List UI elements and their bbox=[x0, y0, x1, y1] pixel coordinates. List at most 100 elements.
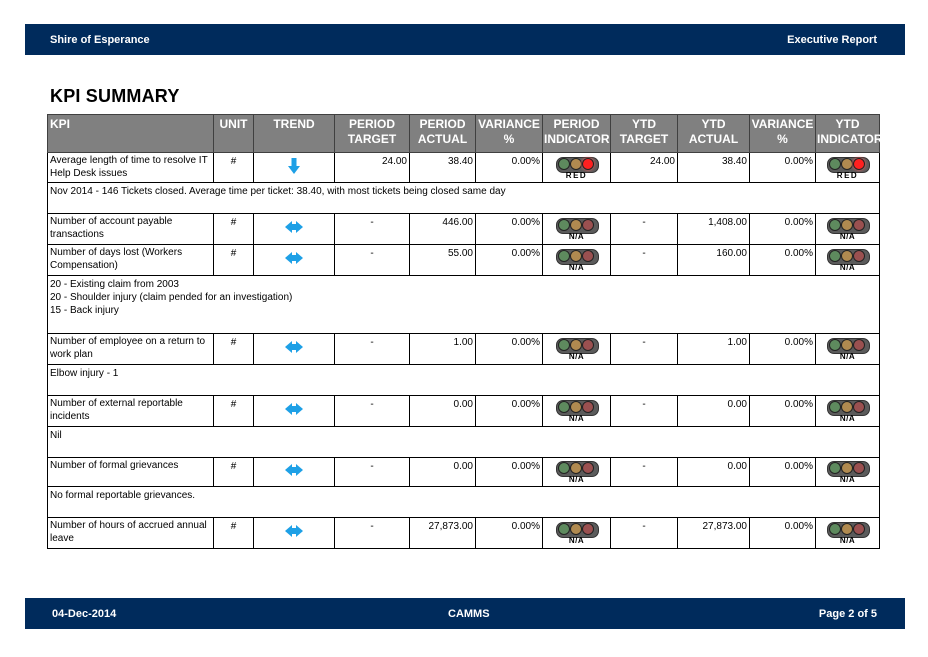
period-actual: 27,873.00 bbox=[409, 517, 476, 549]
col-header-kpi: KPI bbox=[47, 114, 214, 153]
indicator-status: RED bbox=[836, 170, 859, 180]
col-header-ytd-target: YTD TARGET bbox=[610, 114, 678, 153]
indicator-status: N/A bbox=[839, 232, 856, 241]
period-variance: 0.00% bbox=[475, 395, 543, 427]
kpi-name: Number of formal grievances bbox=[47, 457, 214, 487]
col-header-ytd-variance: VARIANCE % bbox=[749, 114, 816, 153]
indicator-status: N/A bbox=[568, 352, 585, 361]
col-header-ytd-indicator: YTD INDICATOR bbox=[815, 114, 883, 153]
traffic-light-indicator: N/A bbox=[555, 521, 599, 545]
ytd-indicator: RED bbox=[815, 152, 880, 183]
trend-cell bbox=[253, 457, 335, 487]
period-indicator: N/A bbox=[542, 333, 611, 365]
col-header-ytd-actual: YTD ACTUAL bbox=[677, 114, 750, 153]
traffic-light-indicator: N/A bbox=[826, 521, 870, 545]
kpi-name: Number of external reportable incidents bbox=[47, 395, 214, 427]
period-variance: 0.00% bbox=[475, 333, 543, 365]
arrow-left-right-icon bbox=[285, 221, 303, 237]
ytd-target: - bbox=[610, 457, 678, 487]
trend-cell bbox=[253, 333, 335, 365]
trend-cell bbox=[253, 517, 335, 549]
period-variance: 0.00% bbox=[475, 213, 543, 245]
traffic-light-indicator: N/A bbox=[555, 248, 599, 272]
traffic-light-indicator: N/A bbox=[826, 248, 870, 272]
traffic-light-indicator: N/A bbox=[555, 460, 599, 484]
kpi-unit: # bbox=[213, 395, 254, 427]
traffic-light-indicator: N/A bbox=[555, 217, 599, 241]
kpi-comment-row: No formal reportable grievances. bbox=[47, 486, 880, 518]
indicator-status: RED bbox=[565, 170, 588, 180]
period-variance: 0.00% bbox=[475, 517, 543, 549]
kpi-name: Number of days lost (Workers Compensatio… bbox=[47, 244, 214, 276]
period-indicator: N/A bbox=[542, 244, 611, 276]
period-actual: 446.00 bbox=[409, 213, 476, 245]
period-variance: 0.00% bbox=[475, 457, 543, 487]
period-actual: 1.00 bbox=[409, 333, 476, 365]
traffic-light-indicator: N/A bbox=[826, 460, 870, 484]
trend-cell bbox=[253, 213, 335, 245]
kpi-comment: Nov 2014 - 146 Tickets closed. Average t… bbox=[47, 182, 880, 214]
ytd-indicator: N/A bbox=[815, 333, 880, 365]
ytd-indicator: N/A bbox=[815, 213, 880, 245]
kpi-comment-row: Nov 2014 - 146 Tickets closed. Average t… bbox=[47, 182, 880, 214]
ytd-actual: 160.00 bbox=[677, 244, 750, 276]
period-actual: 0.00 bbox=[409, 395, 476, 427]
period-indicator: RED bbox=[542, 152, 611, 183]
ytd-variance: 0.00% bbox=[749, 152, 816, 183]
ytd-variance: 0.00% bbox=[749, 333, 816, 365]
arrow-left-right-icon bbox=[285, 403, 303, 419]
arrow-left-right-icon bbox=[285, 525, 303, 541]
kpi-table-body: Average length of time to resolve IT Hel… bbox=[47, 152, 880, 549]
ytd-variance: 0.00% bbox=[749, 517, 816, 549]
period-variance: 0.00% bbox=[475, 152, 543, 183]
arrow-left-right-icon bbox=[285, 341, 303, 357]
period-variance: 0.00% bbox=[475, 244, 543, 276]
kpi-comment-row: Nil bbox=[47, 426, 880, 458]
traffic-light-indicator: N/A bbox=[826, 337, 870, 361]
col-header-period-actual: PERIOD ACTUAL bbox=[409, 114, 476, 153]
ytd-variance: 0.00% bbox=[749, 395, 816, 427]
period-target: - bbox=[334, 395, 410, 427]
traffic-light-indicator: N/A bbox=[555, 399, 599, 423]
ytd-indicator: N/A bbox=[815, 457, 880, 487]
report-header-band: Shire of Esperance Executive Report bbox=[25, 24, 905, 55]
period-actual: 38.40 bbox=[409, 152, 476, 183]
indicator-status: N/A bbox=[568, 232, 585, 241]
kpi-name: Average length of time to resolve IT Hel… bbox=[47, 152, 214, 183]
kpi-table: KPI UNIT TREND PERIOD TARGET PERIOD ACTU… bbox=[47, 114, 883, 549]
kpi-unit: # bbox=[213, 333, 254, 365]
traffic-light-indicator: RED bbox=[826, 156, 870, 180]
ytd-target: - bbox=[610, 213, 678, 245]
ytd-indicator: N/A bbox=[815, 244, 880, 276]
ytd-actual: 1.00 bbox=[677, 333, 750, 365]
period-indicator: N/A bbox=[542, 395, 611, 427]
ytd-variance: 0.00% bbox=[749, 213, 816, 245]
ytd-target: - bbox=[610, 395, 678, 427]
organisation-name: Shire of Esperance bbox=[50, 34, 150, 46]
report-date: 04-Dec-2014 bbox=[52, 608, 117, 620]
kpi-row: Number of external reportable incidents #… bbox=[47, 395, 880, 427]
kpi-unit: # bbox=[213, 517, 254, 549]
ytd-target: - bbox=[610, 333, 678, 365]
kpi-unit: # bbox=[213, 152, 254, 183]
kpi-row: Number of employee on a return to work p… bbox=[47, 333, 880, 365]
indicator-status: N/A bbox=[839, 475, 856, 484]
period-indicator: N/A bbox=[542, 517, 611, 549]
kpi-unit: # bbox=[213, 213, 254, 245]
ytd-actual: 27,873.00 bbox=[677, 517, 750, 549]
kpi-name: Number of employee on a return to work p… bbox=[47, 333, 214, 365]
arrow-down-icon bbox=[288, 157, 300, 178]
kpi-comment: Elbow injury - 1 bbox=[47, 364, 880, 396]
kpi-comment: No formal reportable grievances. bbox=[47, 486, 880, 518]
kpi-comment-row: 20 - Existing claim from 2003 20 - Shoul… bbox=[47, 275, 880, 334]
trend-cell bbox=[253, 395, 335, 427]
period-target: - bbox=[334, 517, 410, 549]
report-footer-band: 04-Dec-2014 CAMMS Page 2 of 5 bbox=[25, 598, 905, 629]
period-target: - bbox=[334, 457, 410, 487]
ytd-indicator: N/A bbox=[815, 395, 880, 427]
kpi-comment: 20 - Existing claim from 2003 20 - Shoul… bbox=[47, 275, 880, 334]
col-header-trend: TREND bbox=[253, 114, 335, 153]
kpi-row: Number of days lost (Workers Compensatio… bbox=[47, 244, 880, 276]
indicator-status: N/A bbox=[568, 475, 585, 484]
indicator-status: N/A bbox=[568, 263, 585, 272]
